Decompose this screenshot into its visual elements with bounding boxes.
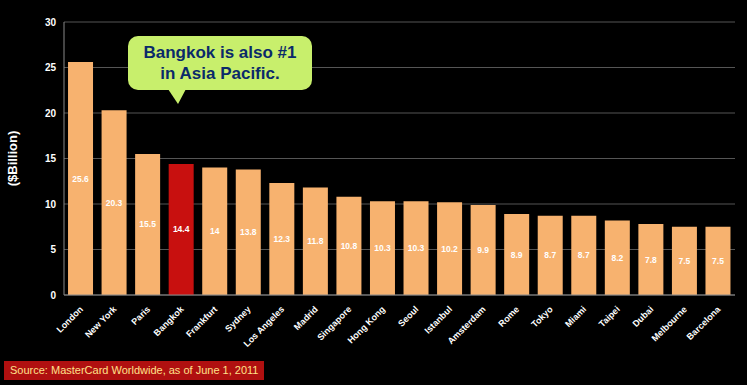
svg-text:7.5: 7.5 (712, 256, 724, 266)
html-text:Bangkok is also #1 in Asia Pac: Bangkok is also #1 in Asia Pacific. (143, 43, 297, 83)
svg-text:Rome: Rome (496, 304, 521, 329)
svg-text:8.9: 8.9 (511, 250, 523, 260)
svg-text:25.6: 25.6 (72, 174, 89, 184)
svg-text:9.9: 9.9 (477, 245, 489, 255)
html-text:Source: MasterCard Worldwide,: Source: MasterCard Worldwide, as of June… (10, 364, 259, 376)
svg-text:10.3: 10.3 (374, 243, 391, 253)
svg-text:12.3: 12.3 (274, 234, 291, 244)
svg-text:15: 15 (45, 153, 57, 164)
svg-text:London: London (55, 304, 85, 334)
svg-text:13.8: 13.8 (240, 227, 257, 237)
svg-text:25: 25 (45, 62, 57, 73)
svg-text:($Billion): ($Billion) (5, 131, 20, 187)
svg-text:Miami: Miami (563, 304, 588, 329)
svg-text:20: 20 (45, 108, 57, 119)
svg-text:Istanbul: Istanbul (423, 304, 454, 335)
svg-text:7.8: 7.8 (645, 255, 657, 265)
svg-text:10.8: 10.8 (341, 241, 358, 251)
svg-text:7.5: 7.5 (679, 256, 691, 266)
svg-text:Paris: Paris (129, 304, 152, 327)
svg-text:Barcelona: Barcelona (685, 303, 724, 342)
svg-text:8.7: 8.7 (578, 250, 590, 260)
svg-text:8.7: 8.7 (544, 250, 556, 260)
svg-text:10: 10 (45, 199, 57, 210)
svg-text:14: 14 (210, 226, 220, 236)
svg-text:Hong Kong: Hong Kong (346, 304, 387, 345)
svg-text:10.2: 10.2 (441, 244, 458, 254)
svg-text:Tokyo: Tokyo (529, 304, 555, 330)
svg-text:8.2: 8.2 (611, 253, 623, 263)
svg-text:14.4: 14.4 (173, 224, 190, 234)
svg-text:Frankfurt: Frankfurt (184, 304, 219, 339)
svg-text:Seoul: Seoul (396, 304, 420, 328)
svg-text:Madrid: Madrid (292, 304, 320, 332)
svg-text:11.8: 11.8 (307, 236, 323, 246)
svg-text:10.3: 10.3 (408, 243, 425, 253)
svg-text:Dubai: Dubai (631, 304, 656, 329)
svg-text:20.3: 20.3 (106, 198, 123, 208)
svg-text:Amsterdam: Amsterdam (446, 304, 488, 346)
svg-text:Los Angeles: Los Angeles (242, 304, 287, 349)
svg-text:5: 5 (50, 244, 56, 255)
svg-text:15.5: 15.5 (139, 219, 156, 229)
svg-text:Sydney: Sydney (223, 304, 253, 334)
svg-text:Singapore: Singapore (315, 304, 354, 343)
svg-text:New York: New York (83, 303, 119, 339)
svg-text:0: 0 (50, 290, 56, 301)
svg-text:Taipei: Taipei (597, 304, 622, 329)
svg-text:Melbourne: Melbourne (650, 304, 689, 343)
svg-text:30: 30 (45, 17, 57, 28)
svg-text:Bangkok: Bangkok (152, 303, 187, 338)
